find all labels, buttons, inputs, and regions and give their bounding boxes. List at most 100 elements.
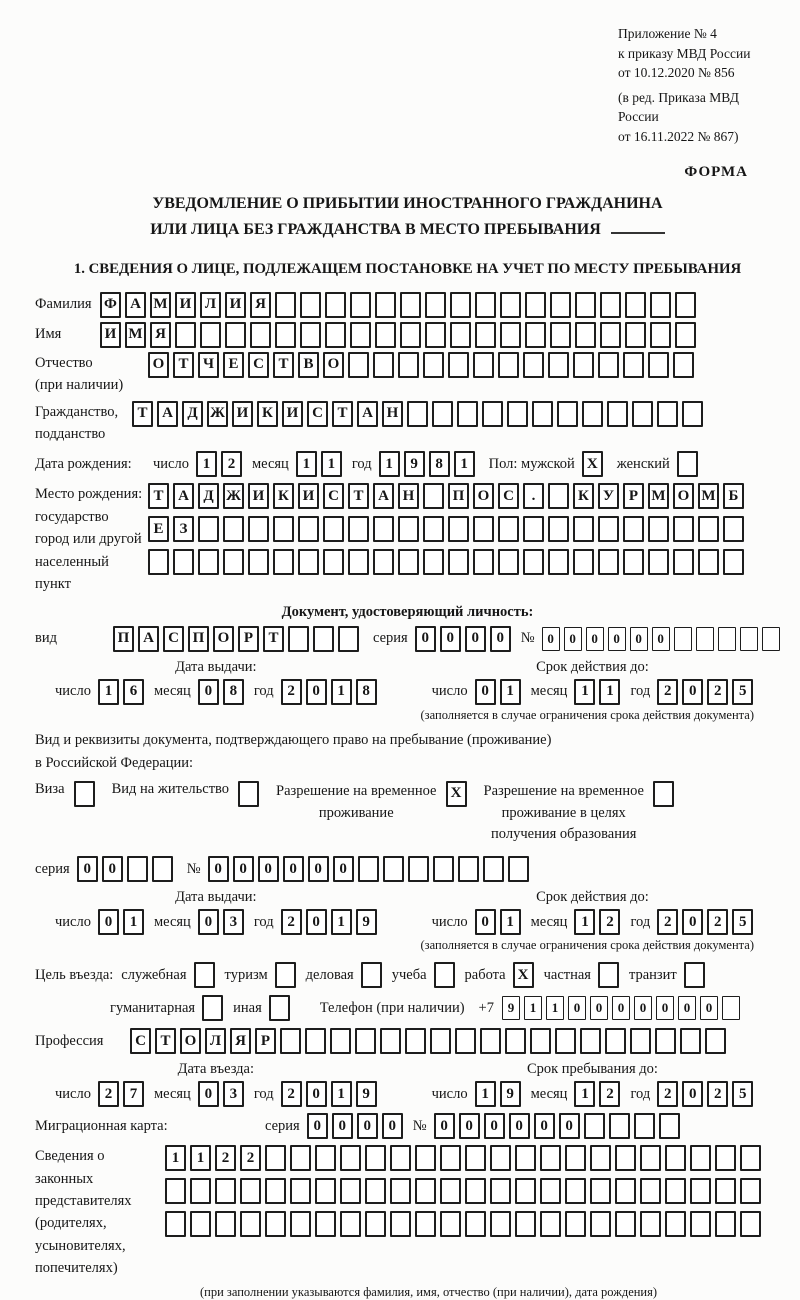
- form-cell[interactable]: П: [188, 625, 209, 652]
- form-cell[interactable]: [515, 1178, 536, 1205]
- form-cell[interactable]: М: [698, 483, 719, 510]
- form-cell[interactable]: [650, 291, 671, 318]
- form-cell[interactable]: 6: [122, 678, 144, 705]
- form-cell[interactable]: [490, 1145, 511, 1172]
- form-cell[interactable]: [597, 962, 619, 989]
- form-cell[interactable]: [202, 995, 224, 1022]
- form-cell[interactable]: 1: [474, 1081, 496, 1108]
- form-cell[interactable]: Р: [238, 625, 259, 652]
- form-cell[interactable]: [450, 321, 471, 348]
- form-cell[interactable]: 0: [682, 909, 704, 936]
- form-cell[interactable]: 2: [707, 678, 729, 705]
- form-cell[interactable]: 0: [331, 1113, 353, 1140]
- form-cell[interactable]: 0: [483, 1113, 505, 1140]
- form-cell[interactable]: 0: [282, 856, 304, 883]
- form-cell[interactable]: 1: [378, 451, 400, 478]
- form-cell[interactable]: [500, 291, 521, 318]
- form-cell[interactable]: А: [357, 400, 378, 427]
- form-cell[interactable]: [583, 1113, 605, 1140]
- form-cell[interactable]: И: [175, 291, 196, 318]
- form-cell[interactable]: О: [323, 351, 344, 378]
- form-cell[interactable]: [740, 1211, 761, 1238]
- form-cell[interactable]: [250, 321, 271, 348]
- form-cell[interactable]: 0: [629, 626, 648, 651]
- form-cell[interactable]: [698, 549, 719, 576]
- form-cell[interactable]: [457, 400, 478, 427]
- form-cell[interactable]: [274, 962, 296, 989]
- form-cell[interactable]: Т: [132, 400, 153, 427]
- form-cell[interactable]: 2: [657, 678, 679, 705]
- form-cell[interactable]: 9: [499, 1081, 521, 1108]
- form-cell[interactable]: [405, 1028, 426, 1055]
- form-cell[interactable]: [200, 321, 221, 348]
- form-cell[interactable]: [507, 856, 529, 883]
- form-cell[interactable]: [590, 1145, 611, 1172]
- form-cell[interactable]: [448, 549, 469, 576]
- form-cell[interactable]: Д: [198, 483, 219, 510]
- form-cell[interactable]: [340, 1211, 361, 1238]
- form-cell[interactable]: Ф: [100, 291, 121, 318]
- form-cell[interactable]: [675, 321, 696, 348]
- form-cell[interactable]: [340, 1178, 361, 1205]
- form-cell[interactable]: 0: [197, 909, 219, 936]
- form-cell[interactable]: 9: [355, 909, 377, 936]
- form-cell[interactable]: [398, 516, 419, 543]
- form-cell[interactable]: 1: [545, 996, 564, 1021]
- form-cell[interactable]: 0: [381, 1113, 403, 1140]
- form-cell[interactable]: [423, 483, 444, 510]
- form-cell[interactable]: С: [130, 1028, 151, 1055]
- form-cell[interactable]: [365, 1211, 386, 1238]
- form-cell[interactable]: 1: [122, 909, 144, 936]
- form-cell[interactable]: [240, 1211, 261, 1238]
- form-cell[interactable]: 9: [355, 1081, 377, 1108]
- form-cell[interactable]: [598, 351, 619, 378]
- form-cell[interactable]: [400, 321, 421, 348]
- form-cell[interactable]: [676, 451, 698, 478]
- form-cell[interactable]: [717, 626, 736, 651]
- form-cell[interactable]: [390, 1178, 411, 1205]
- form-cell[interactable]: [555, 1028, 576, 1055]
- form-cell[interactable]: [290, 1211, 311, 1238]
- form-cell[interactable]: [265, 1178, 286, 1205]
- form-cell[interactable]: [465, 1178, 486, 1205]
- form-cell[interactable]: [548, 549, 569, 576]
- form-cell[interactable]: [323, 549, 344, 576]
- form-cell[interactable]: Ч: [198, 351, 219, 378]
- form-cell[interactable]: [400, 291, 421, 318]
- form-cell[interactable]: 9: [501, 996, 520, 1021]
- form-cell[interactable]: [375, 321, 396, 348]
- form-cell[interactable]: [530, 1028, 551, 1055]
- form-cell[interactable]: [565, 1211, 586, 1238]
- form-cell[interactable]: [739, 626, 758, 651]
- form-cell[interactable]: 2: [97, 1081, 119, 1108]
- form-cell[interactable]: [648, 549, 669, 576]
- form-cell[interactable]: [675, 291, 696, 318]
- form-cell[interactable]: [482, 400, 503, 427]
- form-cell[interactable]: 0: [489, 625, 511, 652]
- form-cell[interactable]: 0: [558, 1113, 580, 1140]
- form-cell[interactable]: [490, 1211, 511, 1238]
- form-cell[interactable]: [575, 291, 596, 318]
- form-cell[interactable]: 0: [611, 996, 630, 1021]
- form-cell[interactable]: 0: [305, 909, 327, 936]
- form-cell[interactable]: А: [173, 483, 194, 510]
- form-cell[interactable]: И: [232, 400, 253, 427]
- form-cell[interactable]: [532, 400, 553, 427]
- form-cell[interactable]: [673, 351, 694, 378]
- form-cell[interactable]: Е: [223, 351, 244, 378]
- form-cell[interactable]: [525, 291, 546, 318]
- form-cell[interactable]: [357, 856, 379, 883]
- form-cell[interactable]: [623, 516, 644, 543]
- form-cell[interactable]: Т: [263, 625, 284, 652]
- form-cell[interactable]: [313, 625, 334, 652]
- form-cell[interactable]: 1: [574, 678, 596, 705]
- form-cell[interactable]: 2: [657, 909, 679, 936]
- form-cell[interactable]: [525, 321, 546, 348]
- form-cell[interactable]: [600, 291, 621, 318]
- form-cell[interactable]: [465, 1145, 486, 1172]
- form-cell[interactable]: [665, 1211, 686, 1238]
- form-cell[interactable]: [448, 516, 469, 543]
- form-cell[interactable]: [315, 1145, 336, 1172]
- form-cell[interactable]: [275, 321, 296, 348]
- form-cell[interactable]: [690, 1178, 711, 1205]
